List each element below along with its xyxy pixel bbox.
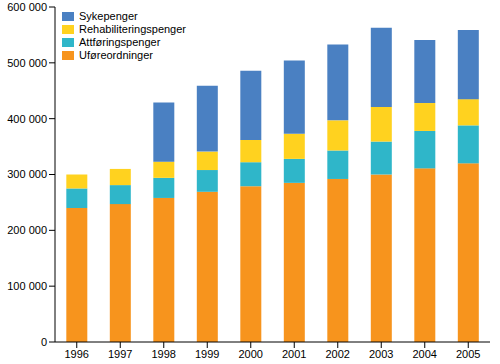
svg-text:2005: 2005 [456, 348, 480, 360]
html-text:Attføringspenger: Attføringspenger [79, 36, 161, 48]
svg-text:300 000: 300 000 [8, 168, 47, 180]
svg-text:2004: 2004 [413, 348, 437, 360]
svg-text:2001: 2001 [282, 348, 306, 360]
svg-text:1999: 1999 [195, 348, 219, 360]
svg-text:1996: 1996 [65, 348, 89, 360]
svg-text:500 000: 500 000 [8, 57, 47, 69]
html-text:Uføreordninger: Uføreordninger [79, 49, 153, 61]
svg-text:1997: 1997 [108, 348, 132, 360]
svg-text:1998: 1998 [152, 348, 176, 360]
svg-text:400 000: 400 000 [8, 113, 47, 125]
svg-text:0: 0 [41, 336, 47, 348]
html-text:Sykepenger: Sykepenger [79, 10, 138, 22]
svg-text:200 000: 200 000 [8, 224, 47, 236]
svg-text:100 000: 100 000 [8, 280, 47, 292]
svg-text:2003: 2003 [369, 348, 393, 360]
html-text:Rehabiliteringspenger: Rehabiliteringspenger [79, 23, 186, 35]
svg-text:2000: 2000 [239, 348, 263, 360]
svg-text:2002: 2002 [326, 348, 350, 360]
svg-text:600 000: 600 000 [8, 1, 47, 13]
